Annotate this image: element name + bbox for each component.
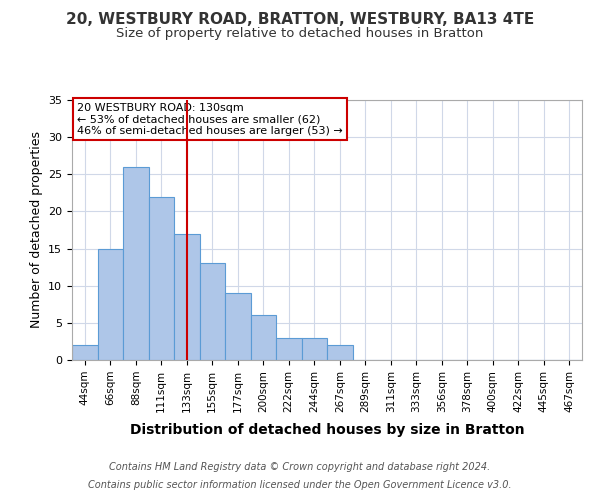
Text: 20 WESTBURY ROAD: 130sqm
← 53% of detached houses are smaller (62)
46% of semi-d: 20 WESTBURY ROAD: 130sqm ← 53% of detach… xyxy=(77,102,343,136)
Bar xyxy=(149,196,174,360)
X-axis label: Distribution of detached houses by size in Bratton: Distribution of detached houses by size … xyxy=(130,423,524,437)
Text: Size of property relative to detached houses in Bratton: Size of property relative to detached ho… xyxy=(116,28,484,40)
Bar xyxy=(72,345,97,360)
Bar xyxy=(199,264,225,360)
Bar xyxy=(123,167,149,360)
Text: Contains public sector information licensed under the Open Government Licence v3: Contains public sector information licen… xyxy=(88,480,512,490)
Bar xyxy=(276,338,302,360)
Y-axis label: Number of detached properties: Number of detached properties xyxy=(29,132,43,328)
Bar xyxy=(302,338,327,360)
Bar xyxy=(251,316,276,360)
Text: 20, WESTBURY ROAD, BRATTON, WESTBURY, BA13 4TE: 20, WESTBURY ROAD, BRATTON, WESTBURY, BA… xyxy=(66,12,534,28)
Bar xyxy=(327,345,353,360)
Bar xyxy=(174,234,199,360)
Bar xyxy=(225,293,251,360)
Bar xyxy=(97,248,123,360)
Text: Contains HM Land Registry data © Crown copyright and database right 2024.: Contains HM Land Registry data © Crown c… xyxy=(109,462,491,472)
